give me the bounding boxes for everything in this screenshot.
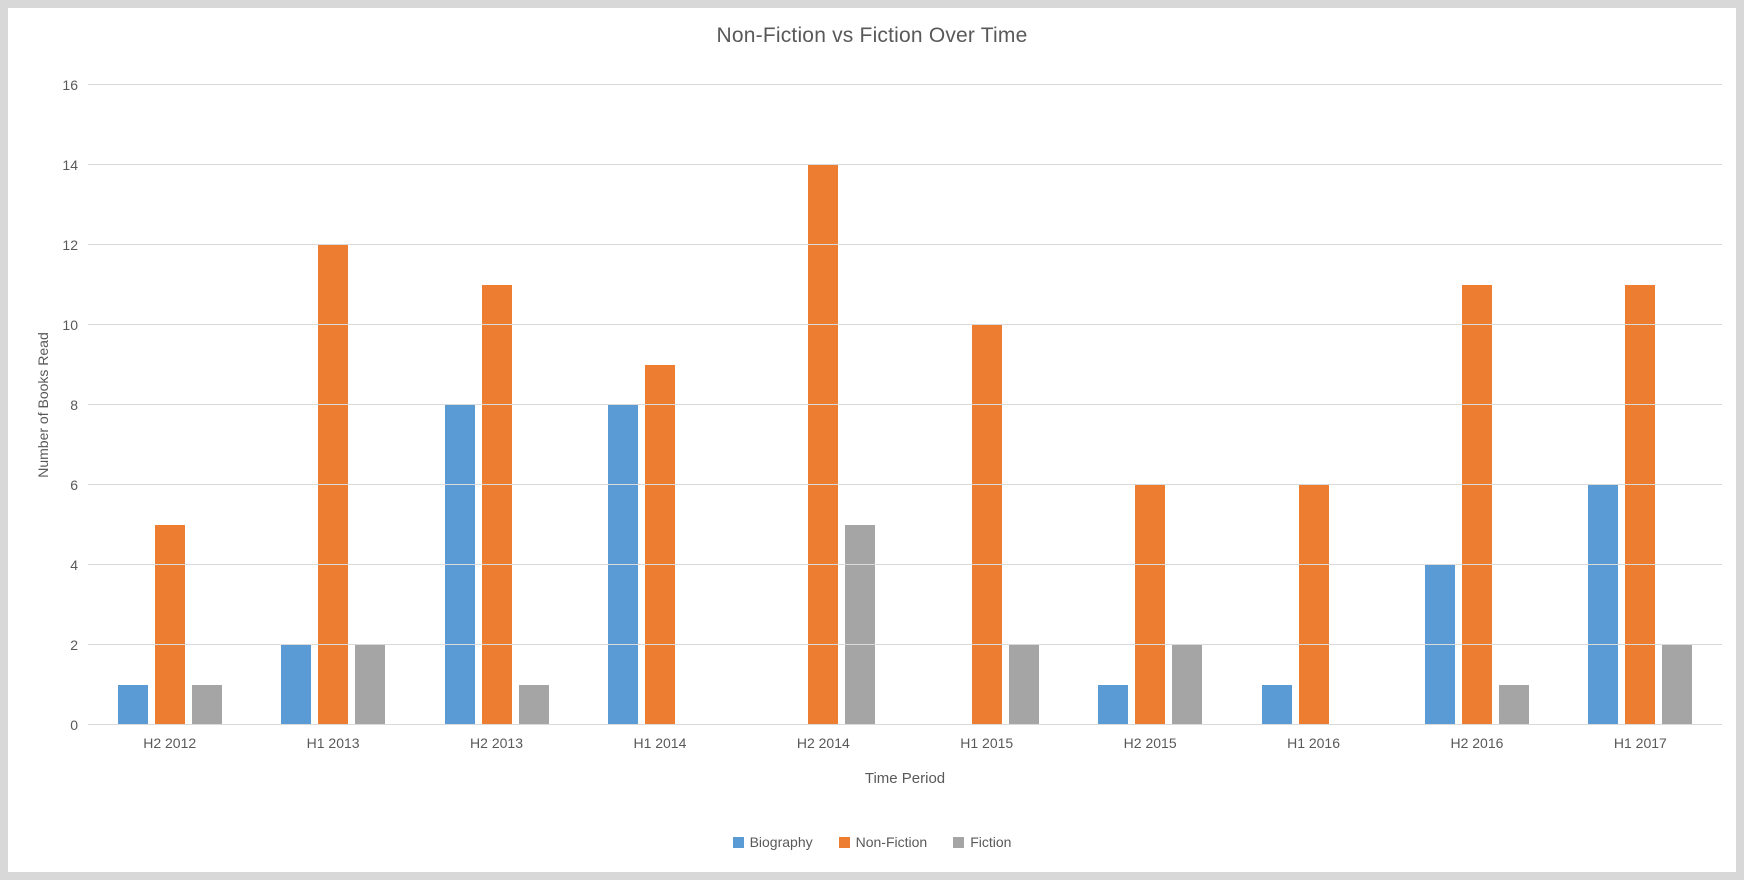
- bar-non-fiction: [644, 365, 675, 725]
- gridline-y-0: [88, 724, 1722, 725]
- bar-fiction: [845, 525, 876, 725]
- x-tick-label: H1 2013: [306, 735, 360, 751]
- x-tick-label: H1 2016: [1287, 735, 1341, 751]
- bar-group-h2-2016: [1395, 85, 1558, 725]
- bar-group-h1-2014: [578, 85, 741, 725]
- legend-label: Biography: [749, 834, 813, 850]
- gridline-y-4: [88, 564, 1722, 565]
- x-axis-title: Time Period: [864, 770, 946, 787]
- bar-fiction: [355, 645, 386, 725]
- bar-group-h2-2015: [1068, 85, 1231, 725]
- bar-group-h1-2015: [905, 85, 1068, 725]
- bar-fiction: [191, 685, 222, 725]
- bar-biography: [1261, 685, 1292, 725]
- bar-fiction: [1498, 685, 1529, 725]
- x-tick-label: H1 2017: [1613, 735, 1667, 751]
- chart-legend: Biography Non-Fiction Fiction: [8, 834, 1736, 850]
- bar-group-h1-2017: [1559, 85, 1722, 725]
- bar-non-fiction: [154, 525, 185, 725]
- y-tick-label: 6: [70, 477, 78, 493]
- bar-non-fiction: [1298, 485, 1329, 725]
- chart-title: Non-Fiction vs Fiction Over Time: [716, 24, 1028, 47]
- gridline-y-12: [88, 244, 1722, 245]
- bar-non-fiction: [318, 245, 349, 725]
- legend-swatch-icon: [838, 836, 850, 848]
- gridline-y-8: [88, 404, 1722, 405]
- gridline-y-14: [88, 164, 1722, 165]
- y-tick-label: 12: [62, 237, 78, 253]
- bar-group-h2-2012: [88, 85, 251, 725]
- bar-non-fiction: [481, 285, 512, 725]
- bar-non-fiction: [1461, 285, 1492, 725]
- x-tick-label: H1 2014: [633, 735, 687, 751]
- bar-biography: [1588, 485, 1619, 725]
- bar-non-fiction: [808, 165, 839, 725]
- bar-biography: [607, 405, 638, 725]
- plot-area: 0 2 4 6 8 10 12 14 16: [62, 77, 1722, 733]
- bar-fiction: [518, 685, 549, 725]
- y-tick-label: 2: [70, 637, 78, 653]
- x-tick-label: H2 2016: [1450, 735, 1504, 751]
- x-tick-label: H2 2012: [143, 735, 197, 751]
- bar-non-fiction: [1135, 485, 1166, 725]
- legend-swatch-icon: [732, 836, 744, 848]
- x-tick-label: H1 2015: [960, 735, 1014, 751]
- bar-group-h1-2016: [1232, 85, 1395, 725]
- gridline-y-2: [88, 644, 1722, 645]
- bar-biography: [444, 405, 475, 725]
- x-tick-label: H2 2014: [796, 735, 850, 751]
- bar-non-fiction: [1625, 285, 1656, 725]
- legend-item-non-fiction: Non-Fiction: [838, 834, 928, 850]
- y-tick-label: 4: [70, 557, 78, 573]
- y-tick-label: 14: [62, 157, 78, 173]
- bar-fiction: [1008, 645, 1039, 725]
- y-tick-label: 0: [70, 717, 78, 733]
- gridline-y-10: [88, 324, 1722, 325]
- legend-label: Non-Fiction: [855, 834, 928, 850]
- legend-item-biography: Biography: [732, 834, 813, 850]
- bar-biography: [117, 685, 148, 725]
- x-tick-label: H2 2013: [470, 735, 523, 751]
- gridline-y-16: [88, 84, 1722, 85]
- bar-fiction: [1662, 645, 1693, 725]
- y-tick-label: 16: [62, 77, 78, 93]
- bar-biography: [281, 645, 312, 725]
- bar-group-h2-2013: [415, 85, 578, 725]
- y-tick-label: 10: [62, 317, 78, 333]
- x-axis-tick-labels: H2 2012 H1 2013 H2 2013 H1 2014 H2 2014 H1 20…: [88, 735, 1722, 751]
- y-tick-label: 8: [70, 397, 78, 413]
- bar-biography: [1098, 685, 1129, 725]
- gridline-y-6: [88, 484, 1722, 485]
- legend-label: Fiction: [970, 834, 1012, 850]
- bars-row: [88, 85, 1722, 725]
- bar-group-h2-2014: [742, 85, 905, 725]
- bar-biography: [1424, 565, 1455, 725]
- chart-panel: Non-Fiction vs Fiction Over Time Number …: [8, 8, 1736, 872]
- legend-item-fiction: Fiction: [953, 834, 1011, 850]
- bar-non-fiction: [971, 325, 1002, 725]
- bar-fiction: [1172, 645, 1203, 725]
- x-tick-label: H2 2015: [1123, 735, 1177, 751]
- legend-swatch-icon: [953, 836, 965, 848]
- bar-group-h1-2013: [251, 85, 414, 725]
